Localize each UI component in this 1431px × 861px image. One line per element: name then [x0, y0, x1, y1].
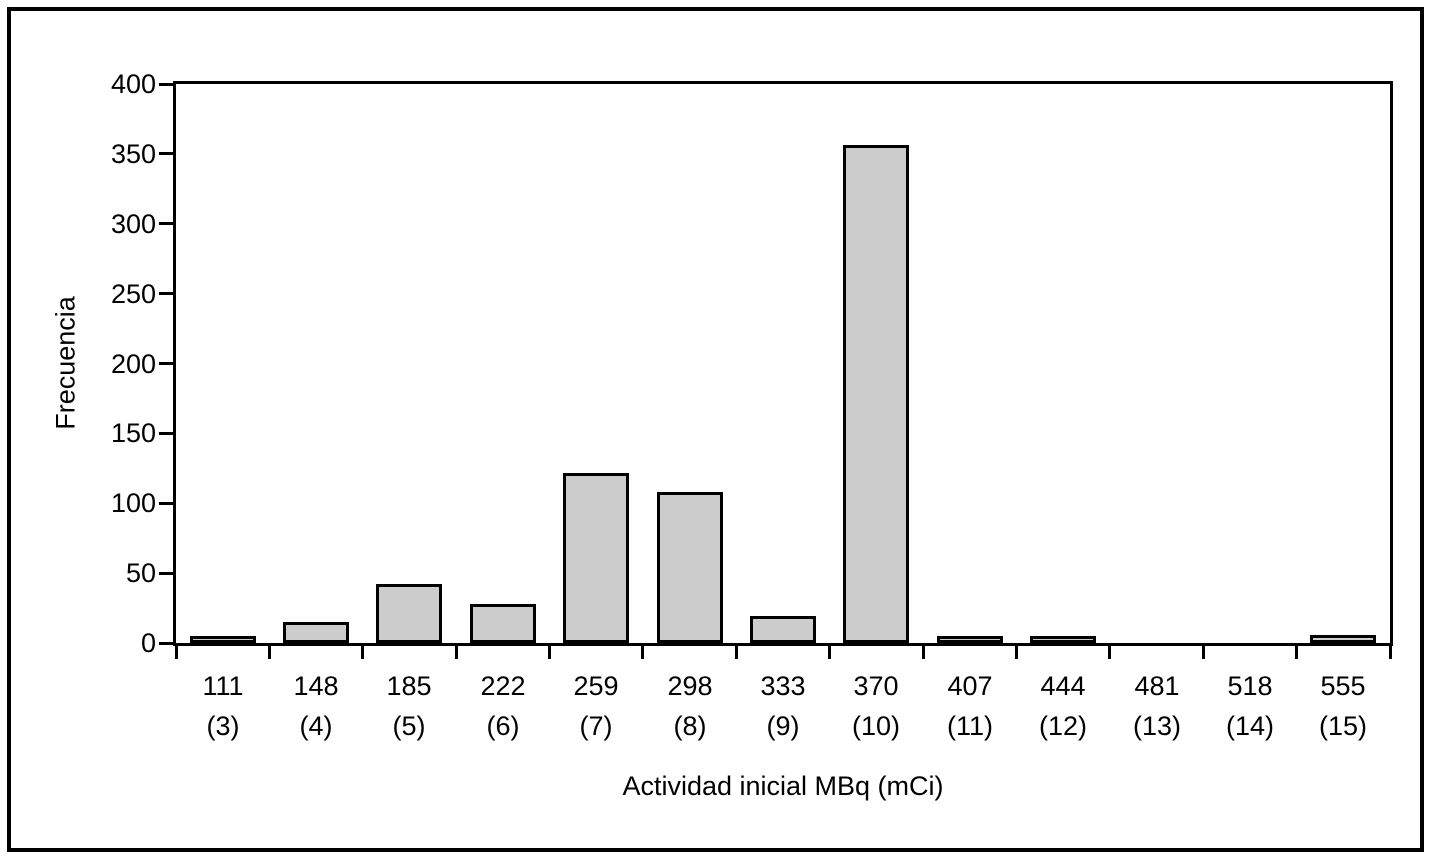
- x-axis-tick: [1201, 646, 1205, 659]
- y-axis-tick: [159, 641, 173, 645]
- y-axis-tick: [159, 501, 173, 505]
- y-tick-label: 350: [110, 138, 156, 169]
- x-category-label-148: 148 (4): [269, 666, 363, 746]
- x-category-mci: (3): [206, 711, 240, 741]
- x-axis-tick: [1108, 646, 1112, 659]
- x-category-mbq: 222: [480, 671, 526, 701]
- bar-111: [190, 636, 256, 643]
- x-category-mbq: 555: [1320, 671, 1366, 701]
- y-tick-label: 100: [110, 488, 156, 519]
- bar-298: [657, 492, 723, 643]
- x-category-mci: (5): [392, 711, 426, 741]
- x-axis-tick: [734, 646, 738, 659]
- y-axis-tick: [159, 82, 173, 86]
- x-category-mci: (15): [1318, 711, 1367, 741]
- y-tick-label: 150: [110, 418, 156, 449]
- y-tick-label: 300: [110, 208, 156, 239]
- x-axis-tick: [1014, 646, 1018, 659]
- x-category-mbq: 333: [760, 671, 806, 701]
- x-category-label-111: 111 (3): [176, 666, 270, 746]
- bar-148: [283, 622, 349, 643]
- bar-370: [843, 145, 909, 643]
- x-category-mci: (7): [579, 711, 613, 741]
- bar-444: [1030, 636, 1096, 643]
- y-axis-tick: [159, 571, 173, 575]
- x-category-mbq: 148: [293, 671, 339, 701]
- y-axis-tick: [159, 152, 173, 156]
- x-category-mci: (6): [486, 711, 520, 741]
- x-axis-tick: [267, 646, 271, 659]
- y-axis-tick: [159, 222, 173, 226]
- x-category-mbq: 518: [1227, 671, 1273, 701]
- x-category-label-185: 185 (5): [362, 666, 456, 746]
- x-category-mci: (14): [1225, 711, 1274, 741]
- x-category-label-444: 444 (12): [1016, 666, 1110, 746]
- x-category-label-298: 298 (8): [643, 666, 737, 746]
- x-category-label-333: 333 (9): [736, 666, 830, 746]
- x-category-mbq: 370: [853, 671, 899, 701]
- x-category-label-481: 481 (13): [1110, 666, 1204, 746]
- y-tick-label: 200: [110, 348, 156, 379]
- x-axis-tick: [174, 646, 178, 659]
- bar-chart: Frecuencia Actividad inicial MBq (mCi) 0…: [11, 11, 1420, 848]
- y-axis-tick: [159, 292, 173, 296]
- x-category-mbq: 444: [1040, 671, 1086, 701]
- y-tick-label: 250: [110, 278, 156, 309]
- x-axis-tick: [454, 646, 458, 659]
- y-tick-label: 0: [140, 628, 156, 658]
- bar-333: [750, 616, 816, 643]
- x-category-mbq: 298: [667, 671, 713, 701]
- bar-222: [470, 604, 536, 643]
- x-category-mbq: 259: [573, 671, 619, 701]
- x-axis-tick: [361, 646, 365, 659]
- x-axis-tick: [828, 646, 832, 659]
- figure-frame: Frecuencia Actividad inicial MBq (mCi) 0…: [7, 7, 1424, 852]
- x-category-mci: (13): [1132, 711, 1181, 741]
- y-axis-tick: [159, 362, 173, 365]
- x-axis-tick: [921, 646, 925, 659]
- x-category-mci: (9): [766, 711, 800, 741]
- x-category-mbq: 185: [386, 671, 432, 701]
- x-category-mci: (11): [946, 711, 993, 741]
- x-category-mci: (10): [851, 711, 900, 741]
- x-category-mci: (8): [673, 711, 707, 741]
- x-axis-tick: [548, 646, 552, 659]
- x-category-mci: (12): [1038, 711, 1087, 741]
- x-category-label-518: 518 (14): [1203, 666, 1297, 746]
- x-category-mbq: 407: [947, 671, 993, 701]
- x-category-label-222: 222 (6): [456, 666, 550, 746]
- x-axis-tick: [1388, 646, 1392, 659]
- bar-555: [1310, 635, 1376, 643]
- x-axis-tick: [641, 646, 645, 659]
- x-category-mbq: 481: [1134, 671, 1180, 701]
- bar-407: [937, 636, 1003, 643]
- plot-area: [173, 81, 1393, 646]
- x-category-label-259: 259 (7): [549, 666, 643, 746]
- x-category-mbq: 111: [202, 671, 244, 701]
- y-tick-label: 50: [125, 558, 156, 589]
- y-tick-label: 400: [110, 69, 156, 99]
- x-axis-tick: [1295, 646, 1299, 659]
- bar-185: [376, 584, 442, 643]
- bar-259: [563, 473, 629, 643]
- x-category-label-555: 555 (15): [1296, 666, 1390, 746]
- x-category-label-407: 407 (11): [923, 666, 1017, 746]
- x-category-mci: (4): [299, 711, 333, 741]
- y-axis-tick: [159, 431, 173, 435]
- x-category-label-370: 370 (10): [829, 666, 923, 746]
- x-axis-title: Actividad inicial MBq (mCi): [622, 771, 944, 801]
